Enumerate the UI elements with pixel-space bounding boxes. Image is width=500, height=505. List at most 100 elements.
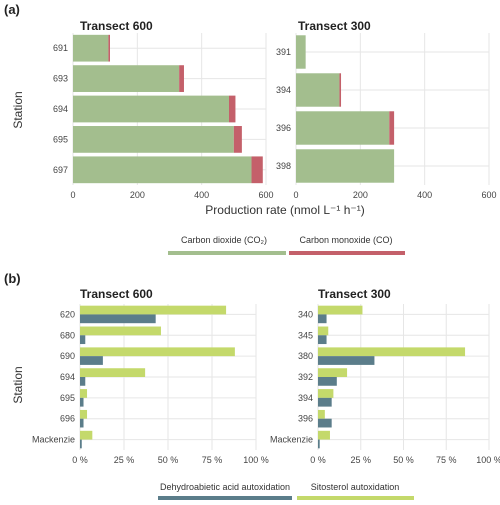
bar-sitosterol [80, 430, 93, 440]
x-tick-label: 400 [417, 190, 432, 200]
y-tick-label: 680 [60, 330, 75, 340]
bar-carbon-dioxide [73, 65, 180, 92]
bar-carbon-dioxide [73, 34, 109, 62]
legend-swatch-co2 [168, 251, 286, 255]
chart-b-transect-600: Transect 600 0 % 25 % 50 % 75 % 100 % 620 680 6… [32, 287, 269, 465]
x-tick-label: 600 [258, 190, 273, 200]
bar-carbon-monoxide [108, 34, 110, 62]
chart-plot-area: 0 200 400 600 391 394 396 398 [276, 33, 497, 200]
bar-carbon-monoxide [389, 111, 395, 145]
legend-label-sitosterol: Sitosterol autoxidation [311, 482, 400, 492]
x-tick-label: 0 % [310, 455, 326, 465]
bar-dehydroabietic [80, 418, 84, 428]
x-tick-label: 200 [130, 190, 145, 200]
bar-dehydroabietic [80, 397, 84, 407]
x-tick-label: 400 [194, 190, 209, 200]
y-tick-label: 695 [60, 393, 75, 403]
panel-a-label: (a) [4, 2, 20, 17]
y-tick-label: Mackenzie [270, 435, 313, 445]
bar-carbon-dioxide [296, 73, 340, 107]
bar-dehydroabietic [80, 356, 103, 365]
panel-a-y-axis-label: Station [11, 91, 25, 128]
bar-carbon-dioxide [73, 156, 252, 184]
bar-sitosterol [80, 326, 161, 336]
bar-carbon-monoxide [251, 156, 263, 184]
x-tick-label: 100 % [476, 455, 500, 465]
y-tick-label: 345 [298, 330, 313, 340]
y-tick-label: 695 [53, 134, 68, 144]
bar-carbon-monoxide [229, 95, 236, 123]
y-tick-label: 694 [53, 104, 68, 114]
chart-a-transect-600: Transect 600 0 200 400 600 691 693 694 695 697 [53, 19, 274, 200]
chart-title: Transect 300 [318, 287, 391, 301]
chart-a-transect-300: Transect 300 0 200 400 600 391 394 396 398 [276, 19, 497, 200]
x-tick-label: 50 % [158, 455, 179, 465]
bar-sitosterol [318, 430, 330, 440]
y-tick-label: 694 [60, 372, 75, 382]
bar-carbon-monoxide [179, 65, 184, 92]
bar-sitosterol [318, 305, 363, 315]
chart-title: Transect 300 [298, 19, 371, 33]
legend-swatch-co [289, 251, 405, 255]
x-tick-label: 25 % [114, 455, 135, 465]
x-tick-label: 0 [70, 190, 75, 200]
y-tick-label: 396 [276, 123, 291, 133]
chart-plot-area: 0 % 25 % 50 % 75 % 100 % 620 680 690 694 695 696 Ma… [32, 304, 269, 465]
x-tick-label: 50 % [393, 455, 414, 465]
y-tick-label: 396 [298, 414, 313, 424]
y-tick-label: 693 [53, 74, 68, 84]
bar-dehydroabietic [318, 418, 332, 428]
panel-b-y-axis-label: Station [11, 366, 25, 403]
bar-dehydroabietic [318, 397, 332, 407]
y-tick-label: 391 [276, 47, 291, 57]
x-tick-label: 75 % [202, 455, 223, 465]
x-tick-label: 600 [481, 190, 496, 200]
x-tick-label: 0 [293, 190, 298, 200]
bar-sitosterol [318, 389, 334, 398]
x-tick-label: 100 % [243, 455, 269, 465]
bar-carbon-dioxide [296, 35, 306, 69]
y-tick-label: 691 [53, 43, 68, 53]
bar-dehydroabietic [318, 314, 327, 324]
bar-dehydroabietic [80, 439, 82, 449]
y-tick-label: 620 [60, 309, 75, 319]
bar-carbon-dioxide [73, 95, 230, 123]
bar-sitosterol [80, 368, 146, 377]
bar-sitosterol [80, 389, 88, 398]
bar-dehydroabietic [318, 377, 337, 386]
y-tick-label: 690 [60, 351, 75, 361]
legend-label-dehydroabietic: Dehydroabietic acid autoxidation [160, 482, 290, 492]
x-tick-label: 0 % [72, 455, 88, 465]
bar-sitosterol [80, 409, 88, 419]
legend-b: Dehydroabietic acid autoxidation Sitoste… [158, 482, 414, 500]
legend-label-co2: Carbon dioxide (CO₂) [181, 235, 267, 245]
y-tick-label: 340 [298, 309, 313, 319]
bar-sitosterol [318, 326, 329, 336]
bar-dehydroabietic [318, 335, 327, 345]
bar-sitosterol [318, 409, 325, 419]
bar-sitosterol [318, 368, 348, 377]
bar-carbon-monoxide [233, 126, 242, 153]
y-tick-label: 394 [298, 393, 313, 403]
x-tick-label: 25 % [350, 455, 371, 465]
y-tick-label: 398 [276, 161, 291, 171]
legend-swatch-dehydroabietic [158, 496, 292, 500]
bar-sitosterol [318, 347, 466, 357]
panel-b-label: (b) [4, 271, 21, 286]
panel-a-x-axis-label: Production rate (nmol L⁻¹ h⁻¹) [205, 203, 364, 217]
chart-title: Transect 600 [80, 19, 153, 33]
x-tick-label: 75 % [436, 455, 457, 465]
y-tick-label: 697 [53, 165, 68, 175]
bar-dehydroabietic [80, 335, 86, 345]
bar-carbon-monoxide [339, 73, 342, 107]
y-tick-label: 696 [60, 414, 75, 424]
bar-carbon-dioxide [296, 149, 395, 183]
y-tick-label: 380 [298, 351, 313, 361]
chart-plot-area: 0 % 25 % 50 % 75 % 100 % 340 345 380 392 394 396 Ma… [270, 304, 500, 465]
bar-dehydroabietic [318, 356, 375, 365]
bar-sitosterol [80, 347, 235, 357]
bar-carbon-dioxide [296, 111, 390, 145]
y-tick-label: Mackenzie [32, 435, 75, 445]
y-tick-label: 392 [298, 372, 313, 382]
